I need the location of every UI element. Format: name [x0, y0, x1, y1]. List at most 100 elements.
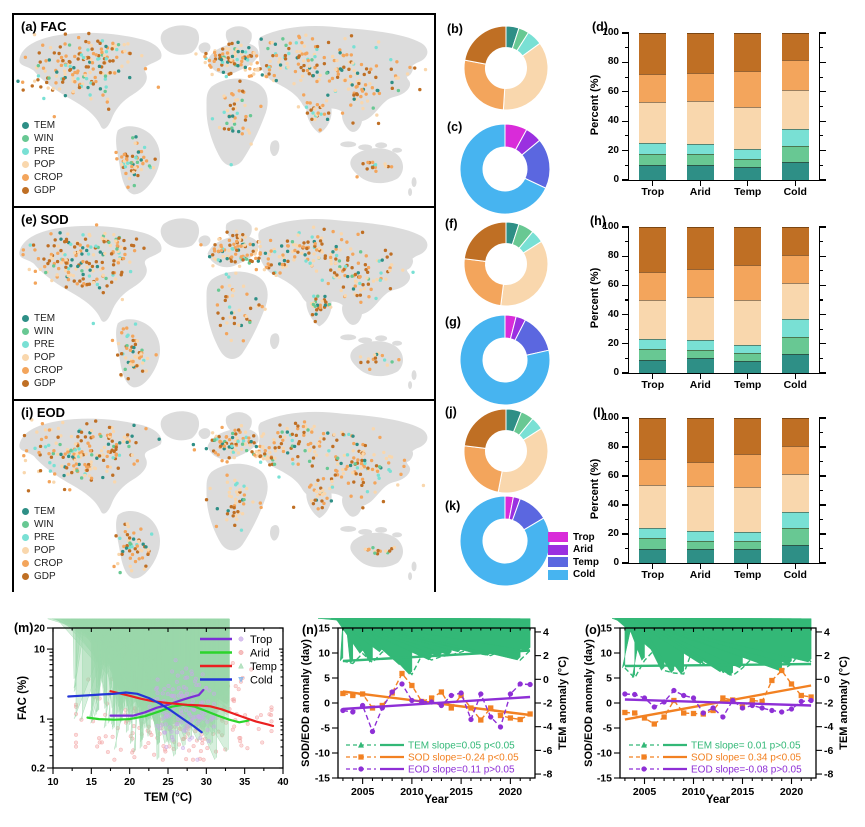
continents: [19, 411, 428, 581]
donut-chart-b: [463, 25, 549, 111]
legend-entry-eod: EOD slope=-0.08 p>0.05: [691, 765, 802, 776]
svg-text:10: 10: [47, 777, 59, 788]
bar-segment-pre: [734, 344, 762, 354]
panel-a-legend: TEM WIN PRE POP CROP GDP: [22, 119, 63, 197]
y-axis-title-left: SOD/EOD anomaly (day): [583, 639, 595, 767]
tem-dot-icon: [22, 122, 29, 129]
svg-text:2005: 2005: [351, 786, 375, 798]
bar-segment-tem: [686, 164, 714, 180]
donut-segment-pop: [497, 427, 549, 494]
station-dots-layer: [21, 223, 415, 381]
donut-chart-g: [459, 314, 551, 406]
panel-f-label: (f): [445, 217, 458, 231]
map-legend-label: GDP: [34, 571, 56, 582]
bar-segment-pre: [639, 339, 667, 349]
y-tick-label: 100: [602, 27, 619, 38]
donut-chart-j: [463, 408, 549, 494]
svg-text:0: 0: [824, 674, 830, 686]
continents: [19, 218, 428, 390]
bar-segment-pre: [686, 531, 714, 542]
trend-line-eod: [342, 695, 531, 711]
stacked-bar-temp: [734, 227, 762, 373]
category-label: Trop: [641, 379, 665, 391]
bar-plot-area: 0 20 40 60 80 100 Trop Arid Temp Cold: [602, 221, 826, 391]
world-map-eod: [19, 411, 428, 581]
svg-text:10: 10: [34, 645, 46, 656]
y-axis-title: FAC (%): [17, 676, 29, 720]
svg-text:2020: 2020: [780, 786, 804, 798]
crop-dot-icon: [22, 560, 29, 567]
map-legend-label: PRE: [34, 532, 55, 543]
bar-segment-tem: [734, 360, 762, 373]
win-dot-icon: [22, 135, 29, 142]
bar-segment-gdp: [639, 418, 667, 459]
bar-segment-win: [781, 146, 809, 163]
svg-text:4: 4: [824, 626, 830, 638]
bar-segment-pop: [639, 484, 667, 529]
map-legend-item: TEM: [22, 119, 63, 132]
arid-swatch-icon: [548, 544, 568, 555]
panel-k-label: (k): [445, 499, 461, 513]
world-map-sod: [19, 218, 428, 390]
climate-legend-item: Arid: [548, 544, 599, 556]
bar-segment-win: [734, 353, 762, 361]
bar-segment-tem: [639, 359, 667, 373]
svg-text:2: 2: [543, 650, 549, 662]
panel-j-label: (j): [445, 405, 457, 419]
svg-text:-4: -4: [543, 721, 552, 733]
donut-segment-crop: [463, 445, 503, 493]
maps-box: (a) FAC TEM WIN PRE POP CROP GDP (e) SOD TEM W…: [12, 13, 436, 592]
y-axis-title-left: SOD/EOD anomaly (day): [300, 639, 312, 767]
continents: [19, 25, 428, 197]
tem-dot-icon: [22, 508, 29, 515]
legend-entry-sod: SOD slope= 0.34 p<0.05: [691, 753, 802, 764]
bar-segment-tem: [781, 354, 809, 373]
panel-m-label: (m): [14, 621, 33, 635]
climate-legend-label: Arid: [573, 544, 593, 555]
legend-label-arid: Arid: [250, 647, 270, 659]
map-legend-item: PRE: [22, 338, 63, 351]
panel-i-legend: TEM WIN PRE POP CROP GDP: [22, 505, 63, 583]
panel-g-label: (g): [445, 315, 461, 329]
series-markers-tem: [317, 618, 531, 675]
bar-segment-crop: [781, 445, 809, 474]
bar-segment-pop: [639, 102, 667, 143]
stacked-bar-arid: [686, 227, 714, 373]
map-legend-item: WIN: [22, 518, 63, 531]
y-tick-label: 20: [607, 528, 619, 539]
trend-line-trop: [109, 688, 205, 717]
bar-segment-crop: [734, 71, 762, 107]
axis-ticks: [332, 627, 541, 784]
svg-text:20: 20: [124, 777, 136, 788]
panel-d-label: (d): [592, 20, 608, 34]
donut-chart-c: [459, 123, 551, 215]
pre-dot-icon: [22, 341, 29, 348]
y-axis-title: Percent (%): [589, 267, 601, 329]
svg-text:-2: -2: [824, 698, 833, 710]
bar-segment-crop: [781, 254, 809, 283]
stacked-bar-cold: [781, 418, 809, 563]
bar-segment-pre: [639, 528, 667, 538]
svg-text:15: 15: [318, 623, 330, 635]
y-tick-label: 0: [613, 367, 619, 378]
stacked-bar-arid: [686, 33, 714, 180]
crop-dot-icon: [22, 367, 29, 374]
series-markers-eod: [622, 687, 814, 720]
svg-text:5: 5: [606, 673, 612, 685]
panel-h-label: (h): [590, 214, 606, 228]
panel-label: (n): [302, 623, 318, 637]
svg-text:-8: -8: [824, 769, 833, 781]
legend-entry-sod: SOD slope=-0.24 p<0.05: [408, 753, 519, 764]
map-legend-label: CROP: [34, 365, 63, 376]
svg-text:25: 25: [162, 777, 174, 788]
win-dot-icon: [22, 328, 29, 335]
svg-text:2010: 2010: [400, 786, 424, 798]
category-label: Trop: [641, 186, 665, 198]
stacked-bar-trop: [639, 418, 667, 563]
panel-e-title: (e) SOD: [21, 212, 69, 227]
panel-i-title: (i) EOD: [21, 405, 66, 420]
y-tick-label: 80: [607, 250, 619, 262]
bar-segment-win: [781, 528, 809, 545]
svg-text:1: 1: [39, 715, 45, 726]
legend-entry-tem: TEM slope= 0.01 p>0.05: [691, 741, 801, 752]
